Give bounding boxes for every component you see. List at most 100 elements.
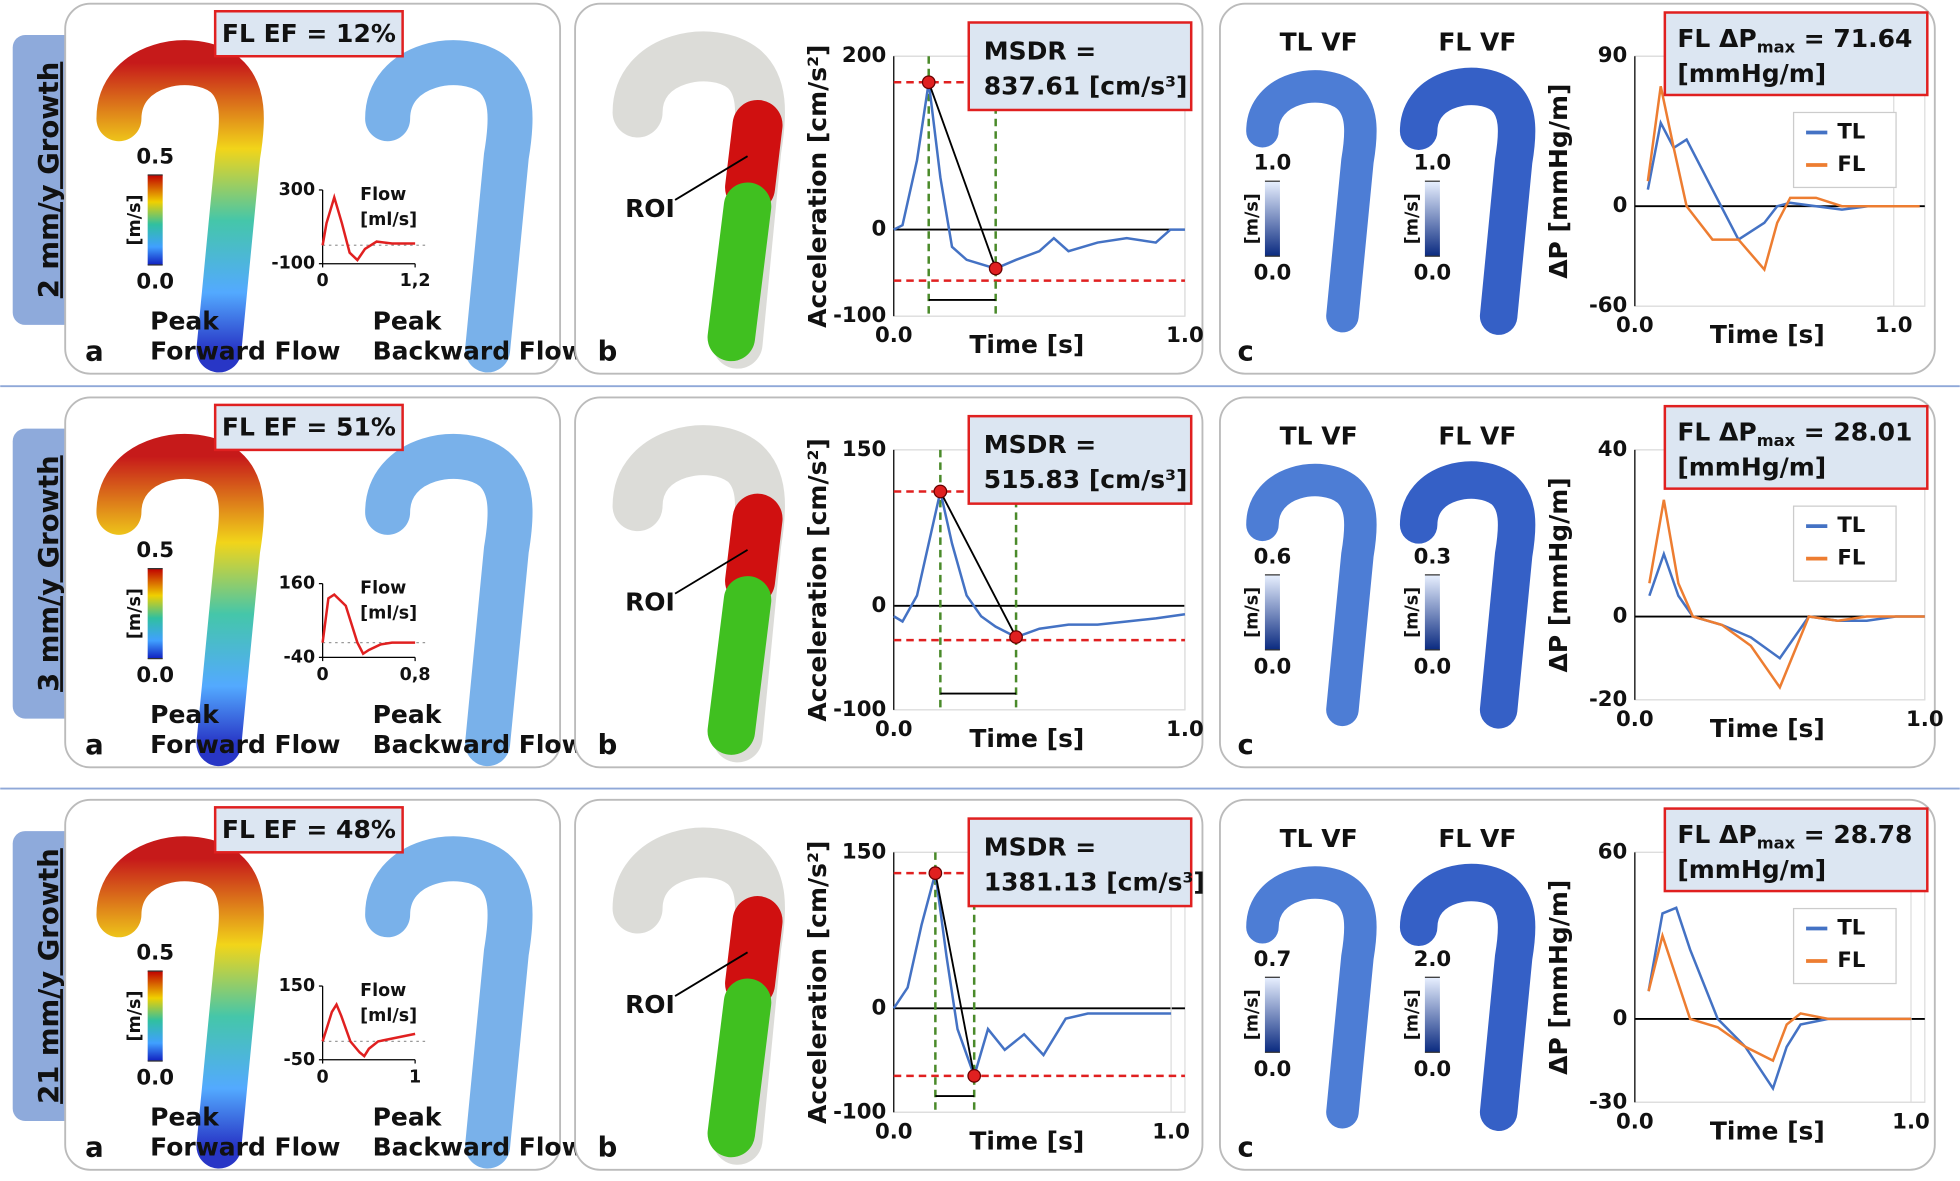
dp-text: FL ΔP <box>1677 418 1756 447</box>
caption: Peak <box>373 1103 443 1132</box>
row-label: 21 mm/y Growth <box>33 848 65 1104</box>
vf-title: TL VF <box>1280 421 1358 450</box>
ef-label: FL EF = 48% <box>222 815 396 844</box>
msdr-value: 1381.13 [cm/s³] <box>984 868 1205 897</box>
y-axis-label: ΔP [mmHg/m] <box>1544 84 1573 279</box>
x-tick-label: 1.0 <box>1892 1109 1930 1134</box>
colorbar-tick-label: 0.5 <box>136 941 174 966</box>
colorbar-unit: [m/s] <box>1402 193 1422 244</box>
colorbar-tick-label: 0.0 <box>1414 654 1452 679</box>
x-tick-label: 1.0 <box>1166 717 1204 742</box>
colorbar-tick-label: 0.0 <box>1254 1057 1292 1082</box>
roi-rest <box>707 978 772 1158</box>
colorbar-tick-label: 0.3 <box>1414 544 1452 569</box>
msdr-label: MSDR = <box>984 833 1096 862</box>
inset-bg <box>322 583 416 658</box>
dp-text: FL ΔP <box>1677 820 1756 849</box>
colorbar-tick-label: 0.5 <box>136 538 174 563</box>
colorbar <box>1264 574 1280 650</box>
colorbar-unit: [m/s] <box>1242 193 1262 244</box>
y-tick-label: 40 <box>1598 437 1628 462</box>
caption: Backward Flow <box>373 1133 585 1162</box>
legend <box>1792 111 1897 189</box>
x-tick-label: 0.0 <box>875 717 913 742</box>
panel-letter: a <box>85 729 104 761</box>
y-axis-label: ΔP [mmHg/m] <box>1544 880 1573 1075</box>
extreme-point <box>988 261 1003 276</box>
caption: Peak <box>150 306 220 335</box>
colorbar-tick-label: 0.0 <box>136 269 174 294</box>
caption: Peak <box>150 1103 220 1132</box>
inset-y-tick-label: -40 <box>284 647 316 667</box>
figure-row: 2 mm/y Growth FL EF = 12% 0.0 0.5 [m/s] -100 3… <box>12 2 1936 375</box>
slope-line <box>939 491 1017 638</box>
x-tick-label: 0.0 <box>1616 313 1654 338</box>
inset-unit: [ml/s] <box>360 1006 417 1026</box>
inset-title: Flow <box>360 981 406 1001</box>
extreme-point <box>933 484 948 499</box>
colorbar <box>1264 977 1280 1053</box>
y-tick-label: 150 <box>842 437 886 462</box>
colorbar-tick-label: 1.0 <box>1254 151 1292 176</box>
colorbar <box>1424 977 1440 1053</box>
y-tick-label: 0 <box>1613 1006 1628 1031</box>
panel-letter: c <box>1237 1132 1253 1164</box>
msdr-value: 837.61 [cm/s³] <box>984 71 1188 100</box>
y-tick-label: 150 <box>842 839 886 864</box>
roi-label: ROI <box>625 990 675 1019</box>
y-tick-label: 0 <box>1613 604 1628 629</box>
caption: Forward Flow <box>150 1133 340 1162</box>
panel <box>64 396 562 769</box>
inset-x-tick-label: 0,8 <box>400 665 431 685</box>
caption: Peak <box>150 700 220 729</box>
colorbar <box>1424 181 1440 257</box>
inset-y-tick-label: -50 <box>284 1050 316 1070</box>
x-tick-label: 0.0 <box>1616 707 1654 732</box>
y-tick-label: -100 <box>833 303 886 328</box>
figure-row: 21 mm/y Growth FL EF = 48% 0.0 0.5 [m/s] -50 1… <box>0 787 1960 1171</box>
colorbar <box>147 174 163 265</box>
dp-sub: max <box>1757 37 1796 56</box>
ef-label: FL EF = 12% <box>222 19 396 48</box>
aorta-fl <box>1399 863 1536 1132</box>
x-tick-label: 0.0 <box>1616 1109 1654 1134</box>
inset-title: Flow <box>360 579 406 599</box>
ef-label: FL EF = 51% <box>222 413 396 442</box>
x-tick-label: 1.0 <box>1166 323 1204 348</box>
y-tick-label: -20 <box>1589 687 1627 712</box>
acceleration-curve <box>893 82 1185 270</box>
dp-unit: [mmHg/m] <box>1677 453 1826 482</box>
inset-unit: [ml/s] <box>360 210 417 230</box>
legend-label: TL <box>1837 513 1865 538</box>
dp-value: = 28.78 <box>1795 820 1912 849</box>
colorbar-tick-label: 0.6 <box>1254 544 1292 569</box>
acceleration-curve <box>893 491 1186 639</box>
row-label: 3 mm/y Growth <box>33 455 65 692</box>
roi-label: ROI <box>625 588 675 617</box>
colorbar <box>147 568 163 659</box>
caption: Peak <box>373 700 443 729</box>
inset-x-tick-label: 0 <box>317 1067 329 1087</box>
pressure-curve <box>1648 499 1925 690</box>
colorbar <box>1264 181 1280 257</box>
dp-box <box>1663 11 1929 97</box>
inset-x-tick-label: 1,2 <box>400 271 431 291</box>
caption: Backward Flow <box>373 336 585 365</box>
colorbar-tick-label: 0.0 <box>136 663 174 688</box>
dp-text: FL ΔP <box>1677 24 1756 53</box>
dp-unit: [mmHg/m] <box>1677 855 1826 884</box>
panel-letter: c <box>1237 335 1253 367</box>
extreme-point <box>921 75 936 90</box>
panel-letter: b <box>598 1132 618 1164</box>
y-tick-label: -30 <box>1589 1089 1627 1114</box>
y-tick-label: 0 <box>871 217 886 242</box>
panel-letter: c <box>1237 729 1253 761</box>
dp-sub: max <box>1757 431 1796 450</box>
vf-title: FL VF <box>1438 28 1516 57</box>
dp-label: FL ΔPmax = 28.01 <box>1677 418 1912 450</box>
msdr-box <box>967 21 1193 112</box>
inset-y-tick-label: 300 <box>279 180 315 200</box>
legend <box>1792 505 1897 582</box>
colorbar-unit: [m/s] <box>1242 587 1262 638</box>
